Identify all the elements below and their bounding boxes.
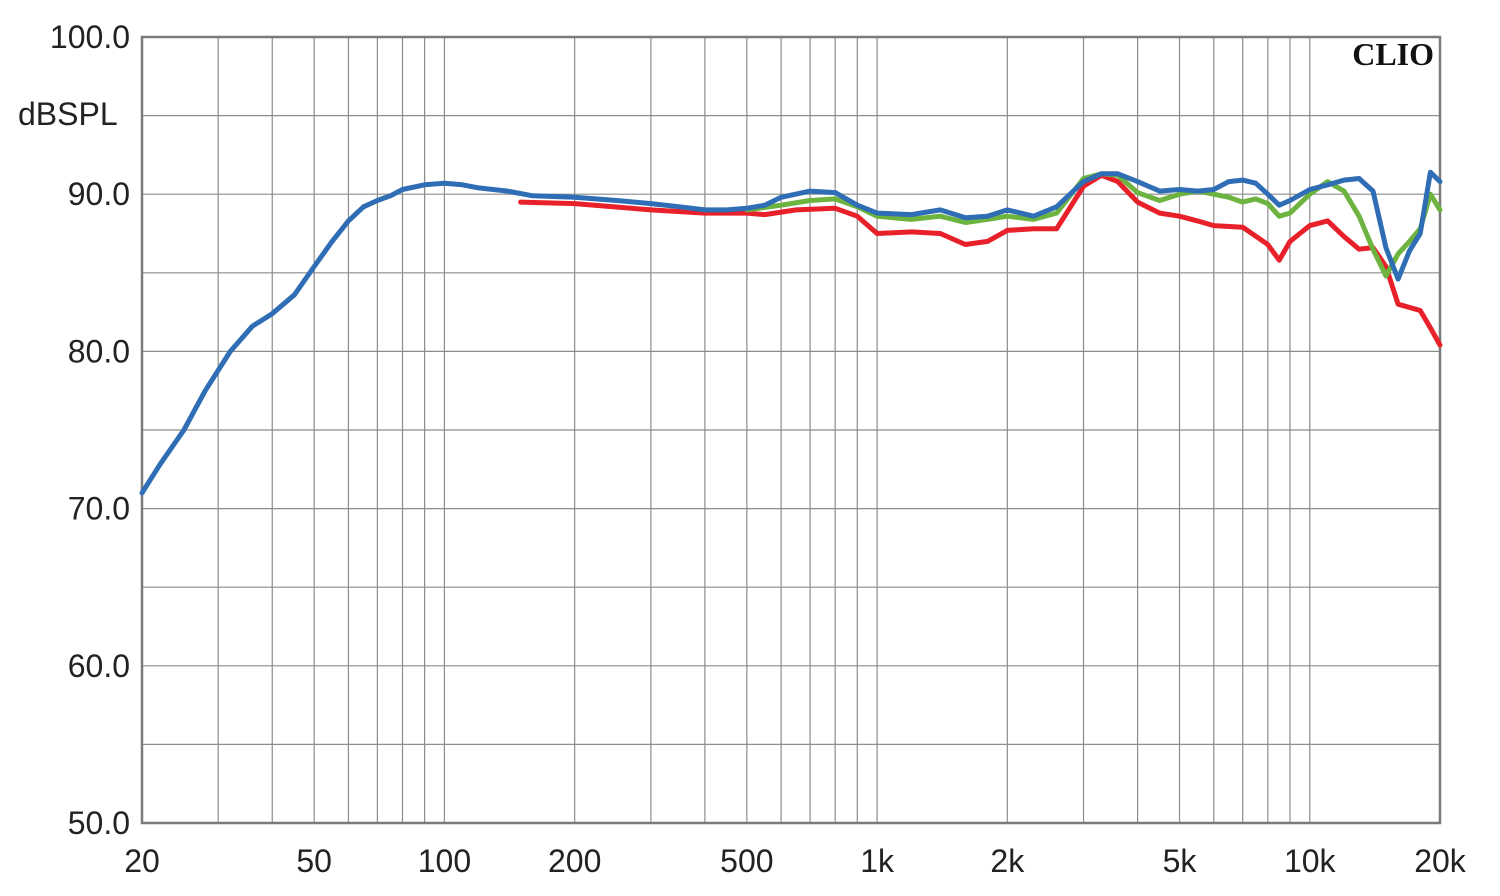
x-tick-label: 200	[548, 843, 601, 879]
x-tick-labels: 20 50 100 200 500 1k 2k 5k 10k 20k	[124, 843, 1467, 879]
x-tick-label: 100	[418, 843, 471, 879]
brand-label: CLIO	[1352, 36, 1434, 72]
x-tick-label: 5k	[1163, 843, 1198, 879]
y-tick-label: 60.0	[68, 648, 130, 684]
series-line-1	[518, 172, 1443, 348]
x-tick-label: 2k	[990, 843, 1025, 879]
x-tick-label: 20k	[1414, 843, 1467, 879]
y-axis-label: dBSPL	[18, 96, 118, 132]
y-tick-label: 100.0	[50, 19, 130, 55]
series-line-3	[139, 169, 1443, 496]
plot-frame	[140, 35, 1442, 825]
y-tick-labels: 100.0 90.0 80.0 70.0 60.0 50.0	[50, 19, 130, 841]
grid	[142, 37, 1440, 823]
series-group	[139, 169, 1443, 496]
x-tick-label: 1k	[860, 843, 895, 879]
y-tick-label: 50.0	[68, 805, 130, 841]
y-tick-label: 70.0	[68, 491, 130, 527]
x-tick-label: 50	[296, 843, 332, 879]
x-tick-label: 20	[124, 843, 160, 879]
y-tick-label: 90.0	[68, 176, 130, 212]
x-tick-label: 10k	[1284, 843, 1337, 879]
y-tick-label: 80.0	[68, 333, 130, 369]
x-tick-label: 500	[720, 843, 773, 879]
